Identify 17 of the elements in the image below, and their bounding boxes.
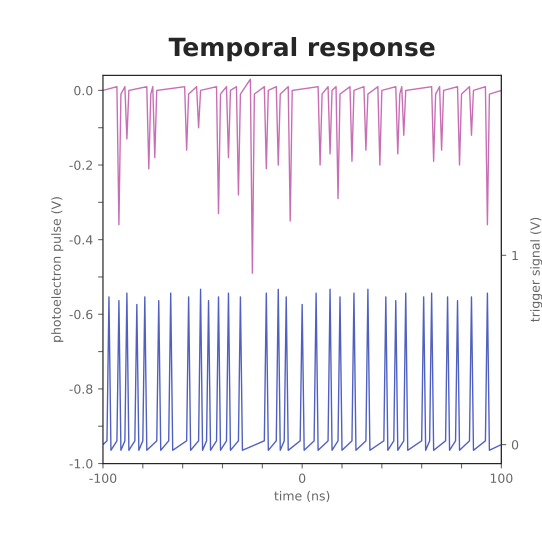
x-axis-title: time (ns) xyxy=(274,490,330,502)
y-tick-label: -0.4 xyxy=(69,235,93,245)
y-tick-label: -0.8 xyxy=(69,384,92,394)
line-series xyxy=(102,288,502,451)
y-tick-label: -0.2 xyxy=(69,160,92,170)
y-tick-label: -0.6 xyxy=(69,310,92,320)
chart-title: Temporal response xyxy=(168,37,435,62)
x-tick-label: 100 xyxy=(490,473,512,483)
y-axis-title: photoelectron pulse (V) xyxy=(51,197,64,342)
y-tick-label: 0.0 xyxy=(74,86,92,96)
line-series xyxy=(102,78,502,274)
y-tick-label: -1.0 xyxy=(69,459,92,468)
y2-tick-label: 1 xyxy=(512,250,518,260)
x-tick-label: -100 xyxy=(89,473,116,483)
y2-axis-title: trigger signal (V) xyxy=(530,218,542,322)
y2-tick-label: 0 xyxy=(512,440,518,450)
x-tick-label: 0 xyxy=(299,473,306,483)
